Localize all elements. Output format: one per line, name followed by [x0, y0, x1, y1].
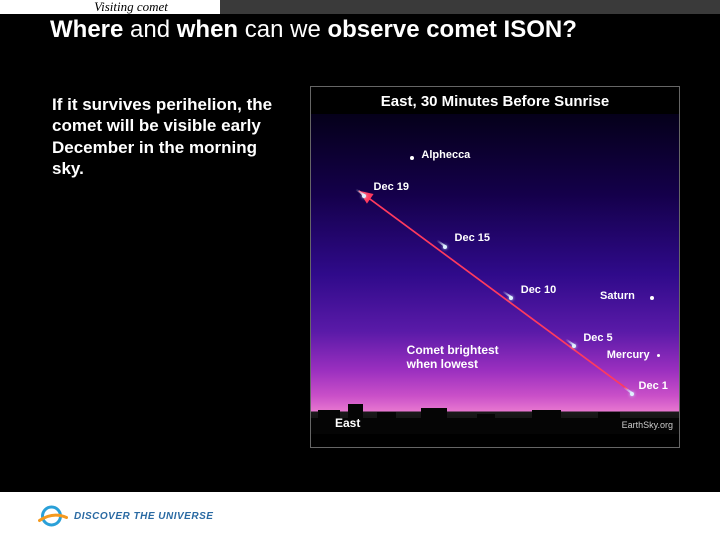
date-dec1: Dec 1 [639, 380, 668, 392]
header-mask [0, 0, 50, 14]
planet-saturn [650, 296, 654, 300]
sky-area: Alphecca Saturn Mercury Dec 19 Dec 15 De… [311, 114, 679, 434]
title-part-observe: observe comet ISON? [327, 16, 576, 43]
star-alphecca-label: Alphecca [421, 149, 470, 161]
comet-dec10 [506, 293, 513, 300]
title-part-and: and [123, 16, 176, 43]
footer: DISCOVER THE UNIVERSE [0, 492, 720, 540]
credit-label: EarthSky.org [622, 420, 673, 430]
star-alphecca [410, 156, 414, 160]
logo-text: DISCOVER THE UNIVERSE [74, 511, 213, 522]
planet-mercury [657, 354, 660, 357]
logo-icon [38, 504, 68, 528]
comet-dec19 [359, 191, 366, 198]
date-dec19: Dec 19 [374, 181, 409, 193]
sky-chart: East, 30 Minutes Before Sunrise Alphecca… [310, 86, 680, 448]
slide-title: Where and when can we observe comet ISON… [50, 14, 720, 44]
chart-title: East, 30 Minutes Before Sunrise [311, 87, 679, 114]
comet-dec15 [440, 242, 447, 249]
header: Visiting comet Where and when can we obs… [0, 14, 720, 44]
trajectory-line [311, 114, 679, 434]
comet-dec5 [569, 341, 576, 348]
east-label: East [335, 416, 360, 430]
title-part-canwe: can we [238, 16, 327, 43]
planet-saturn-label: Saturn [600, 290, 635, 302]
brightest-line2: when lowest [407, 357, 478, 371]
logo: DISCOVER THE UNIVERSE [38, 504, 213, 528]
comet-dec1 [627, 389, 634, 396]
brightest-label: Comet brightest when lowest [407, 344, 499, 372]
date-dec15: Dec 15 [455, 232, 490, 244]
title-part-where: Where [50, 16, 123, 43]
brightest-line1: Comet brightest [407, 343, 499, 357]
date-dec5: Dec 5 [583, 332, 612, 344]
section-label: Visiting comet [50, 0, 220, 14]
body-text: If it survives perihelion, the comet wil… [52, 94, 292, 179]
planet-mercury-label: Mercury [607, 349, 650, 361]
date-dec10: Dec 10 [521, 284, 556, 296]
title-part-when: when [177, 16, 238, 43]
